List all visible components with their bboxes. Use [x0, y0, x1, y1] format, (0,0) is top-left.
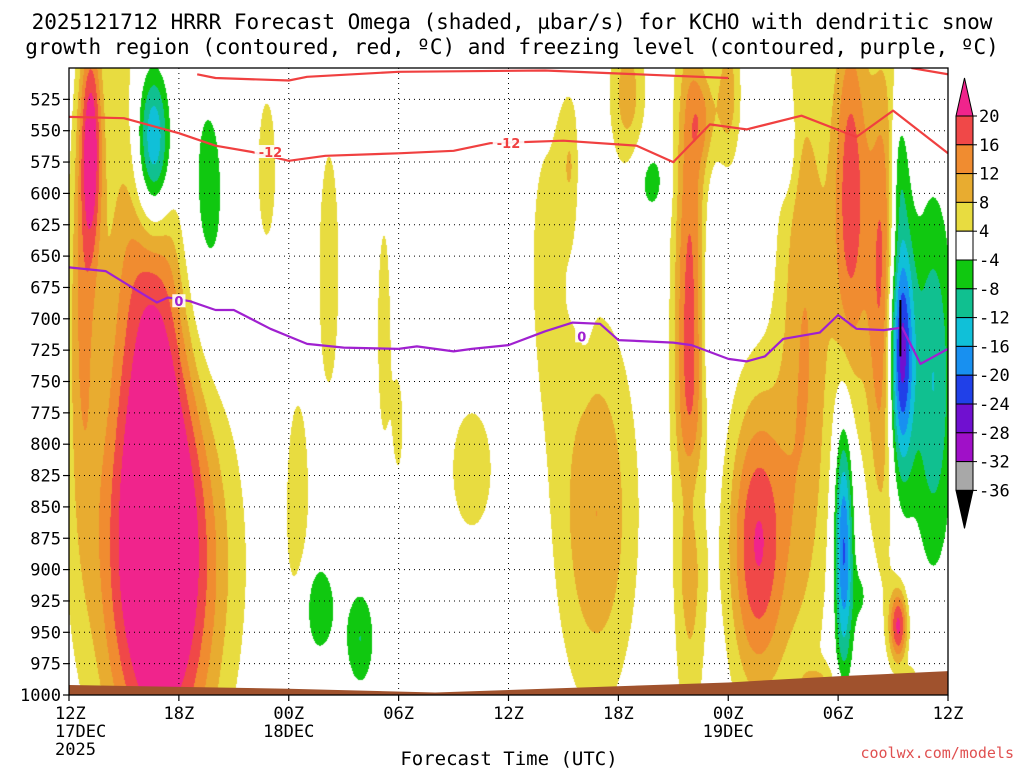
x-tick-label: 18Z [164, 704, 195, 724]
y-tick-label: 925 [30, 592, 61, 612]
colorbar-bottom-arrow [955, 489, 974, 529]
y-tick-label: 750 [30, 373, 61, 393]
y-tick-label: 775 [30, 404, 61, 424]
colorbar-label: -32 [979, 453, 1010, 473]
y-tick-label: 650 [30, 247, 61, 267]
y-tick-label: 700 [30, 310, 61, 330]
colorbar-label: -36 [979, 481, 1010, 501]
colorbar-segment [955, 144, 974, 175]
y-tick-label: 725 [30, 341, 61, 361]
x-tick-date: 18DEC [263, 722, 314, 742]
y-tick-label: 1000 [20, 686, 61, 706]
dgz-contour-label: -12 [497, 137, 521, 152]
colorbar-segment [955, 230, 974, 261]
x-tick-label: 06Z [823, 704, 854, 724]
y-tick-label: 900 [30, 561, 61, 581]
x-tick-label: 12Z [55, 704, 86, 724]
colorbar-label: -16 [979, 337, 1010, 357]
y-axis: 525 550 575 600 625 650 675 700 725 750 775 800 825 8… [20, 90, 69, 706]
colorbar-segment [955, 317, 974, 347]
colorbar-label: -4 [979, 251, 999, 271]
colorbar-top-arrow [955, 77, 974, 117]
colorbar-segment [955, 173, 974, 203]
colorbar-segment [955, 115, 974, 146]
x-tick-year: 2025 [55, 740, 96, 760]
freezing-contour-label: 0 [174, 295, 183, 310]
dgz-contour-label-bg [492, 136, 525, 150]
dgz-contour-label: -12 [259, 146, 283, 161]
y-tick-label: 575 [30, 153, 61, 173]
y-tick-label: 825 [30, 467, 61, 487]
y-tick-label: 600 [30, 184, 61, 204]
plot-area: -12 -12 0 0 [69, 68, 948, 695]
colorbar-label: 8 [979, 193, 989, 213]
x-tick-label: 12Z [493, 704, 524, 724]
freezing-contour-label-bg [575, 329, 589, 343]
freezing-contour-label-bg [172, 294, 186, 308]
y-tick-label: 975 [30, 655, 61, 675]
colorbar-segment [955, 288, 974, 319]
colorbar-segment [955, 461, 974, 491]
x-tick-label: 00Z [273, 704, 304, 724]
dgz-contour-label-bg [254, 145, 287, 159]
y-tick-label: 675 [30, 278, 61, 298]
site-credit: coolwx.com/models [860, 744, 1014, 762]
y-tick-label: 950 [30, 623, 61, 643]
ground-terrain [69, 671, 948, 695]
x-tick-label: 18Z [603, 704, 634, 724]
colorbar-segment [955, 345, 974, 376]
freezing-level-contour [69, 266, 948, 365]
colorbar: 20 16 12 8 4 -4 -8 -12 -16 -20 -24 -28 -32 -36 [955, 77, 1010, 529]
colorbar-label: -12 [979, 309, 1010, 329]
colorbar-label: 20 [979, 107, 999, 127]
x-tick-label: 12Z [933, 704, 964, 724]
dgz-contour-lower [69, 109, 948, 164]
x-tick-label: 06Z [383, 704, 414, 724]
x-tick-label: 00Z [713, 704, 744, 724]
dgz-contour-upper [196, 69, 729, 82]
x-axis-title: Forecast Time (UTC) [400, 748, 617, 768]
x-tick-date: 19DEC [703, 722, 754, 742]
colorbar-label: 16 [979, 136, 999, 156]
y-tick-label: 525 [30, 90, 61, 110]
chart-title-line-2: growth region (contoured, red, ºC) and f… [25, 35, 999, 59]
x-tick-date: 17DEC [55, 722, 106, 742]
colorbar-label: -8 [979, 280, 999, 300]
chart-title-line-1: 2025121712 HRRR Forecast Omega (shaded, … [32, 10, 993, 34]
colorbar-segment [955, 259, 974, 290]
y-tick-label: 800 [30, 435, 61, 455]
y-tick-label: 875 [30, 529, 61, 549]
colorbar-label: 12 [979, 165, 999, 185]
colorbar-label: 4 [979, 222, 989, 242]
colorbar-label: -28 [979, 424, 1010, 444]
y-tick-label: 550 [30, 122, 61, 142]
colorbar-label: -24 [979, 395, 1010, 415]
colorbar-segment [955, 432, 974, 463]
colorbar-label: -20 [979, 366, 1010, 386]
colorbar-segment [955, 403, 974, 434]
omega-shading [69, 68, 948, 695]
dgz-contour-right [911, 68, 948, 76]
freezing-contour-label: 0 [577, 330, 586, 345]
y-tick-label: 850 [30, 498, 61, 518]
contour-lines: -12 -12 0 0 [69, 68, 948, 365]
colorbar-segment [955, 374, 974, 405]
y-tick-label: 625 [30, 216, 61, 236]
colorbar-segment [955, 201, 974, 232]
